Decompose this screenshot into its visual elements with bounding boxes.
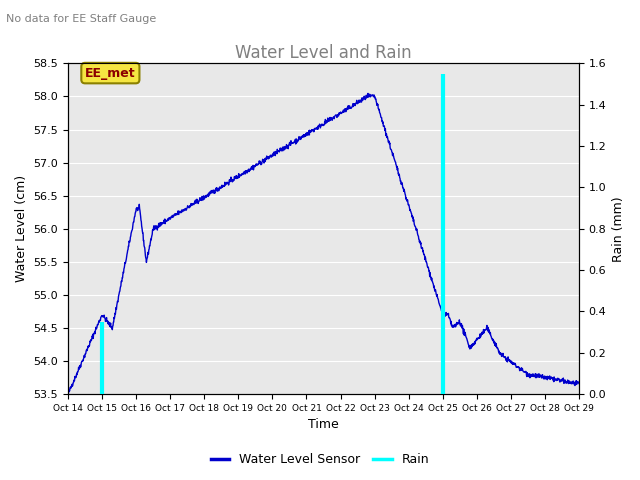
Text: EE_met: EE_met bbox=[85, 67, 136, 80]
Legend: Water Level Sensor, Rain: Water Level Sensor, Rain bbox=[205, 448, 435, 471]
X-axis label: Time: Time bbox=[308, 419, 339, 432]
Water Level Sensor bbox=[64, 391, 72, 396]
Text: No data for EE Staff Gauge: No data for EE Staff Gauge bbox=[6, 14, 157, 24]
Y-axis label: Rain (mm): Rain (mm) bbox=[612, 196, 625, 262]
Water Level Sensor bbox=[281, 144, 289, 149]
Y-axis label: Water Level (cm): Water Level (cm) bbox=[15, 175, 28, 282]
Water Level Sensor bbox=[355, 98, 363, 104]
Water Level Sensor bbox=[104, 319, 111, 325]
Water Level Sensor bbox=[575, 381, 583, 386]
Water Level Sensor bbox=[301, 132, 308, 138]
Water Level Sensor bbox=[125, 243, 132, 249]
Title: Water Level and Rain: Water Level and Rain bbox=[235, 44, 412, 62]
Line: Water Level Sensor: Water Level Sensor bbox=[68, 94, 579, 394]
Water Level Sensor bbox=[364, 91, 372, 96]
Water Level Sensor bbox=[292, 136, 300, 142]
